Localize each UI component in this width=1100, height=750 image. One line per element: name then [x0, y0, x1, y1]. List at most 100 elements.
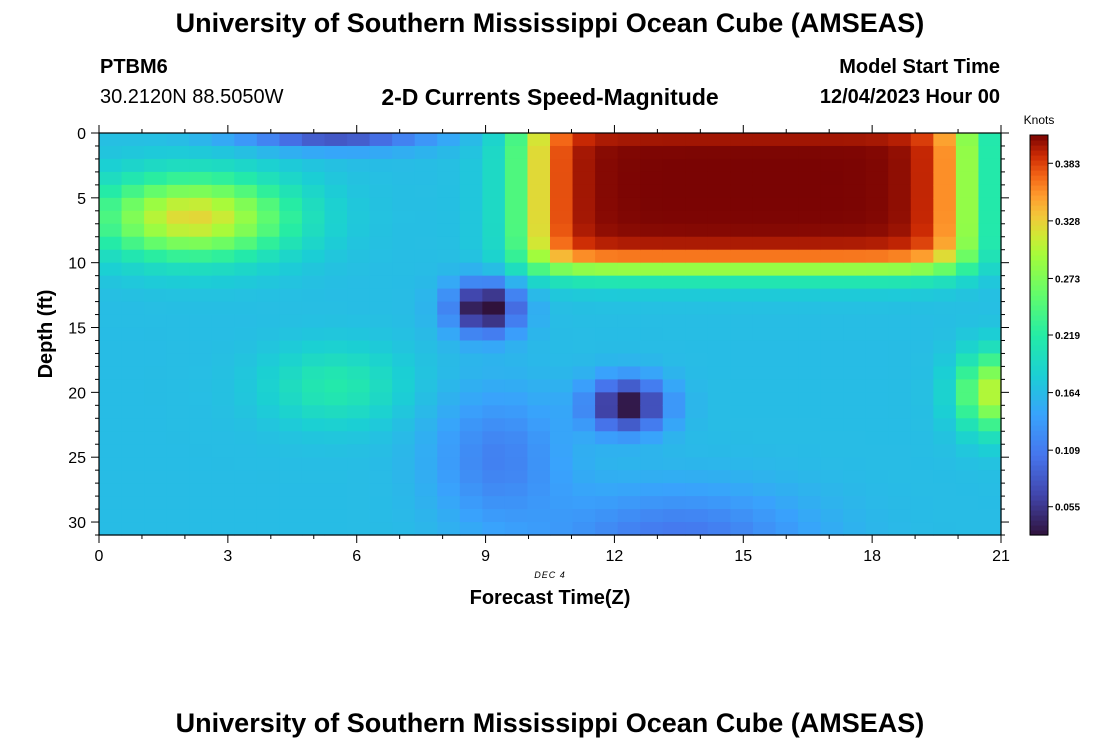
heatmap-cell: [99, 184, 123, 199]
heatmap-cell: [933, 236, 957, 251]
station-id: PTBM6: [100, 56, 168, 78]
heatmap-cell: [414, 366, 438, 380]
heatmap-cell: [437, 496, 461, 510]
heatmap-cell: [527, 366, 551, 380]
heatmap-cell: [527, 145, 551, 160]
heatmap-cell: [933, 431, 957, 445]
heatmap-cell: [752, 405, 777, 419]
heatmap-cell: [820, 314, 844, 329]
heatmap-cell: [888, 496, 912, 510]
heatmap-cell: [978, 509, 1002, 523]
heatmap-cell: [437, 340, 461, 355]
heatmap-cell: [978, 314, 1002, 329]
heatmap-cell: [888, 249, 912, 264]
heatmap-cell: [843, 223, 867, 238]
y-axis-label: Depth (ft): [35, 290, 57, 379]
heatmap-cell: [347, 236, 371, 251]
heatmap-cell: [752, 379, 777, 393]
x-tick-label: 12: [606, 548, 624, 565]
heatmap-cell: [166, 483, 190, 497]
heatmap-cell: [256, 184, 280, 199]
heatmap-cell: [775, 158, 799, 173]
heatmap-cell: [437, 171, 461, 186]
heatmap-cell: [730, 522, 754, 536]
heatmap-cell: [640, 275, 664, 290]
heatmap-cell: [595, 366, 619, 380]
heatmap-cell: [798, 158, 822, 173]
heatmap-cell: [707, 496, 731, 510]
heatmap-cell: [978, 171, 1002, 186]
heatmap-cell: [347, 301, 371, 316]
heatmap-cell: [640, 288, 664, 303]
heatmap-cell: [324, 392, 348, 406]
heatmap-cell: [820, 483, 844, 497]
heatmap-cell: [189, 301, 213, 316]
heatmap-cell: [798, 236, 822, 251]
heatmap-cell: [301, 158, 326, 173]
heatmap-cell: [301, 145, 326, 160]
heatmap-cell: [301, 288, 326, 303]
heatmap-cell: [617, 457, 641, 471]
heatmap-cell: [392, 353, 416, 368]
heatmap-cell: [279, 496, 303, 510]
heatmap-cell: [144, 197, 168, 212]
heatmap-cell: [279, 418, 303, 432]
colorbar-band: [1030, 310, 1048, 316]
heatmap-cell: [99, 236, 123, 251]
heatmap-cell: [324, 184, 348, 199]
heatmap-cell: [99, 431, 123, 445]
y-tick-label: 15: [68, 321, 86, 338]
heatmap-cell: [752, 288, 777, 303]
heatmap-cell: [121, 327, 145, 342]
heatmap-cell: [730, 133, 754, 147]
heatmap-cell: [527, 405, 551, 419]
heatmap-cell: [369, 288, 393, 303]
heatmap-cell: [324, 288, 348, 303]
heatmap-cell: [279, 353, 303, 368]
heatmap-cell: [482, 405, 506, 419]
heatmap-cell: [189, 236, 213, 251]
heatmap-cell: [910, 158, 934, 173]
heatmap-cell: [459, 275, 483, 290]
plot-frame: [98, 132, 1002, 536]
heatmap-cell: [910, 262, 934, 277]
heatmap-cell: [775, 327, 799, 342]
heatmap-cell: [392, 158, 416, 173]
heatmap-cell: [482, 457, 506, 471]
heatmap-cell: [595, 133, 619, 147]
colorbar-band: [1030, 345, 1048, 351]
heatmap-cell: [527, 314, 551, 329]
heatmap-cell: [910, 483, 934, 497]
heatmap-cell: [211, 444, 235, 458]
heatmap-cell: [910, 405, 934, 419]
heatmap-cell: [369, 158, 393, 173]
heatmap-cell: [189, 171, 213, 186]
heatmap-cell: [572, 483, 596, 497]
heatmap-cell: [730, 379, 754, 393]
heatmap-cell: [121, 236, 145, 251]
heatmap-cell: [144, 158, 168, 173]
heatmap-cell: [392, 431, 416, 445]
heatmap-cell: [144, 327, 168, 342]
heatmap-cell: [910, 470, 934, 484]
heatmap-cell: [865, 275, 889, 290]
heatmap-cell: [820, 340, 844, 355]
heatmap-cell: [955, 496, 980, 510]
heatmap-cell: [99, 314, 123, 329]
heatmap-cell: [144, 379, 168, 393]
heatmap-cell: [775, 275, 799, 290]
heatmap-cell: [211, 405, 235, 419]
heatmap-cell: [347, 288, 371, 303]
heatmap-cell: [550, 353, 574, 368]
heatmap-cell: [978, 249, 1002, 264]
heatmap-cell: [279, 327, 303, 342]
heatmap-cell: [550, 133, 574, 147]
heatmap-cell: [189, 158, 213, 173]
heatmap-cell: [144, 444, 168, 458]
heatmap-cell: [910, 171, 934, 186]
heatmap-cell: [550, 262, 574, 277]
x-tick-label: 6: [352, 548, 361, 565]
heatmap-cell: [798, 470, 822, 484]
heatmap-cell: [752, 353, 777, 368]
heatmap-cell: [437, 249, 461, 264]
